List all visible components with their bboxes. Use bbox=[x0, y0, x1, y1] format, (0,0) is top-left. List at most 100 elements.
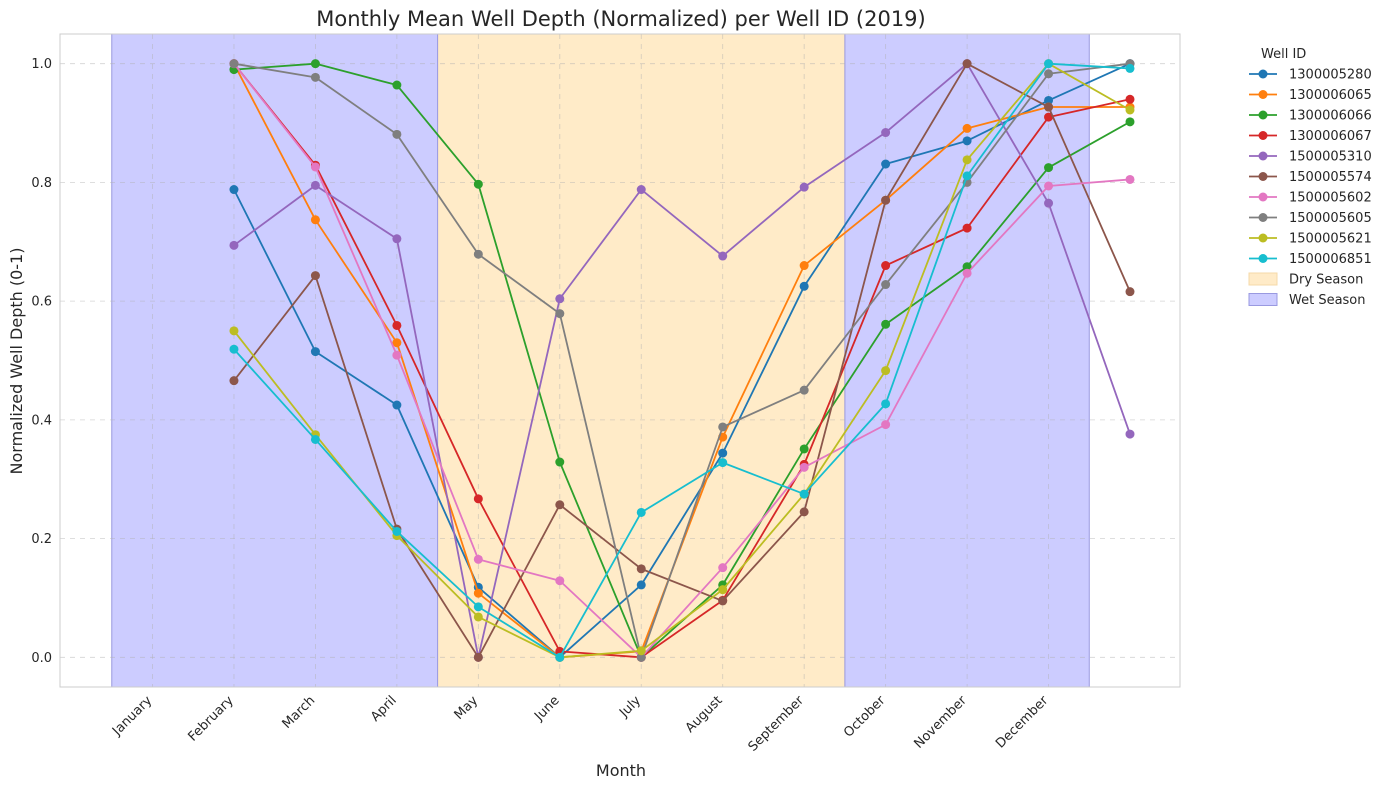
data-point bbox=[392, 234, 402, 244]
data-point bbox=[392, 400, 402, 410]
data-point bbox=[1125, 429, 1135, 439]
data-point bbox=[229, 59, 239, 69]
grid-lines bbox=[60, 34, 1180, 687]
data-point bbox=[392, 338, 402, 348]
data-point bbox=[718, 448, 728, 458]
x-tick-label: December bbox=[993, 693, 1052, 752]
y-tick-labels: 0.0 0.2 0.4 0.6 0.8 1.0 bbox=[31, 57, 52, 666]
data-point bbox=[881, 280, 891, 290]
x-tick-label: October bbox=[841, 693, 889, 741]
data-point bbox=[962, 262, 972, 272]
data-point bbox=[962, 155, 972, 165]
data-point bbox=[636, 507, 646, 517]
x-tick-label: August bbox=[683, 693, 726, 736]
data-point bbox=[555, 457, 565, 467]
y-tick-label: 0.2 bbox=[31, 532, 52, 547]
data-point bbox=[799, 462, 809, 472]
data-point bbox=[718, 422, 728, 432]
legend-marker bbox=[1258, 213, 1268, 222]
x-tick-label: May bbox=[452, 693, 482, 723]
data-point bbox=[1125, 94, 1135, 104]
data-point bbox=[473, 554, 483, 564]
legend-label: 1300005280 bbox=[1289, 68, 1372, 83]
y-tick-label: 0.0 bbox=[31, 651, 52, 666]
data-point bbox=[1044, 59, 1054, 69]
data-point bbox=[1125, 63, 1135, 73]
data-point bbox=[636, 646, 646, 656]
x-tick-label: September bbox=[746, 693, 808, 755]
data-point bbox=[881, 261, 891, 271]
legend-title: Well ID bbox=[1261, 47, 1306, 62]
legend-label: Wet Season bbox=[1289, 293, 1366, 308]
series-1500005574 bbox=[229, 59, 1135, 662]
data-point bbox=[962, 223, 972, 233]
data-point bbox=[799, 507, 809, 517]
series-1500005602 bbox=[229, 59, 1135, 662]
data-point bbox=[229, 376, 239, 386]
x-tick-label: June bbox=[531, 693, 562, 724]
legend-label: 1500006851 bbox=[1289, 252, 1372, 267]
legend-label: Dry Season bbox=[1289, 273, 1363, 288]
chart-title: Monthly Mean Well Depth (Normalized) per… bbox=[316, 7, 925, 31]
y-tick-label: 0.6 bbox=[31, 295, 52, 310]
data-point bbox=[962, 123, 972, 133]
data-point bbox=[555, 309, 565, 319]
x-tick-label: February bbox=[185, 693, 237, 745]
data-point bbox=[1125, 117, 1135, 127]
data-point bbox=[881, 195, 891, 205]
data-point bbox=[392, 350, 402, 360]
legend-label: 1500005605 bbox=[1289, 211, 1372, 226]
series-line bbox=[233, 62, 1131, 659]
legend-marker bbox=[1258, 192, 1268, 202]
data-point bbox=[229, 185, 239, 195]
legend-marker bbox=[1258, 172, 1268, 181]
data-point bbox=[473, 588, 483, 598]
data-point bbox=[555, 294, 565, 304]
data-point bbox=[962, 59, 972, 69]
legend-label: 1300006067 bbox=[1289, 129, 1372, 144]
legend-label: 1300006065 bbox=[1289, 88, 1372, 103]
wet-season-band bbox=[111, 33, 439, 688]
data-point bbox=[881, 420, 891, 430]
series-line bbox=[233, 62, 1131, 659]
legend-label: 1500005621 bbox=[1289, 232, 1372, 247]
data-point bbox=[310, 271, 320, 281]
legend-marker bbox=[1258, 69, 1268, 79]
data-point bbox=[310, 347, 320, 357]
x-tick-label: April bbox=[368, 693, 400, 725]
x-tick-label: November bbox=[911, 693, 970, 752]
series-line bbox=[233, 63, 1131, 659]
series-1500006851 bbox=[229, 59, 1135, 662]
legend-marker bbox=[1258, 254, 1268, 263]
x-tick-label: July bbox=[616, 693, 644, 721]
x-axis-title: Month bbox=[596, 761, 646, 780]
data-point bbox=[881, 399, 891, 409]
x-tick-labels: January February March April May June July Augu… bbox=[109, 693, 1052, 755]
data-point bbox=[718, 458, 728, 468]
data-point bbox=[962, 171, 972, 181]
season-bands bbox=[111, 33, 1090, 688]
legend-label: 1500005574 bbox=[1289, 170, 1372, 185]
legend-marker bbox=[1258, 233, 1268, 243]
data-point bbox=[473, 602, 483, 612]
legend-label: 1300006066 bbox=[1289, 109, 1372, 124]
data-point bbox=[310, 180, 320, 190]
legend-marker bbox=[1258, 131, 1268, 140]
data-point bbox=[392, 129, 402, 139]
data-point bbox=[392, 320, 402, 330]
data-point bbox=[718, 251, 728, 261]
data-point bbox=[1044, 95, 1054, 105]
data-point bbox=[799, 385, 809, 395]
legend-marker bbox=[1258, 151, 1268, 161]
data-point bbox=[962, 136, 972, 146]
series-line bbox=[233, 62, 1131, 659]
y-axis-title: Normalized Well Depth (0-1) bbox=[7, 248, 26, 475]
legend-swatch bbox=[1248, 272, 1278, 286]
data-point bbox=[1125, 174, 1135, 184]
data-point bbox=[473, 612, 483, 622]
data-point bbox=[718, 563, 728, 573]
data-point bbox=[392, 80, 402, 90]
data-point bbox=[229, 240, 239, 250]
series-lines bbox=[229, 59, 1135, 662]
